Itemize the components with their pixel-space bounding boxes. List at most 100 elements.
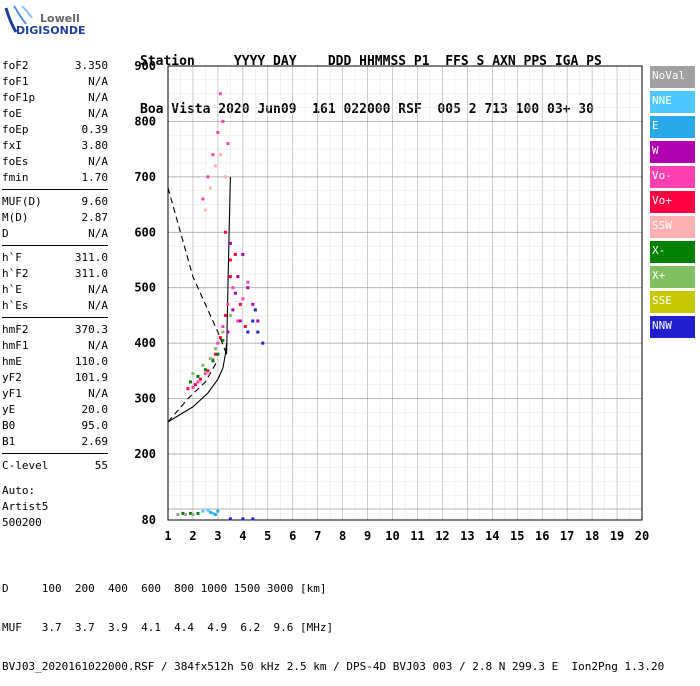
- param-row: hmE 110.0: [2, 354, 108, 370]
- data-point: [218, 336, 222, 340]
- param-value: N/A: [88, 283, 108, 296]
- data-point: [201, 197, 205, 201]
- legend-item-voplus: Vo+: [650, 191, 695, 213]
- x-tick-label: 15: [510, 529, 524, 543]
- data-point: [226, 330, 230, 334]
- param-divider: [2, 453, 108, 454]
- legend-item-vominus: Vo-: [650, 166, 695, 188]
- legend-item-w: W: [650, 141, 695, 163]
- param-row: foF1p N/A: [2, 90, 108, 106]
- param-name: MUF(D): [2, 195, 42, 208]
- param-row: h`F 311.0: [2, 250, 108, 266]
- param-row: M(D) 2.87: [2, 210, 108, 226]
- param-value: 311.0: [74, 251, 108, 264]
- legend: NoVal NNE E W Vo- Vo+ SSW X- X+ SSE NNW: [650, 66, 695, 341]
- x-tick-label: 12: [435, 529, 449, 543]
- data-point: [213, 513, 217, 516]
- y-tick-label: 700: [134, 170, 156, 184]
- data-point: [238, 319, 242, 323]
- data-point: [201, 363, 205, 367]
- param-value: N/A: [88, 107, 108, 120]
- footer-file-info: BVJ03_2020161022000.RSF / 384fx512h 50 k…: [2, 660, 665, 673]
- param-name: yF2: [2, 371, 22, 384]
- param-value: 55: [94, 459, 108, 472]
- data-point: [213, 352, 217, 356]
- param-divider: [2, 317, 108, 318]
- data-point: [206, 369, 210, 373]
- legend-item-nne: NNE: [650, 91, 695, 113]
- data-point: [231, 286, 235, 290]
- param-name: foEp: [2, 123, 29, 136]
- data-point: [196, 511, 200, 515]
- data-point: [206, 175, 210, 179]
- param-value: N/A: [88, 155, 108, 168]
- legend-item-xminus: X-: [650, 241, 695, 263]
- param-name: D: [2, 227, 9, 240]
- x-tick-label: 9: [364, 529, 371, 543]
- data-point: [198, 377, 202, 381]
- x-tick-label: 18: [585, 529, 599, 543]
- data-point: [246, 286, 250, 290]
- param-value: 95.0: [81, 419, 109, 432]
- y-tick-label: 80: [142, 513, 156, 527]
- legend-item-ssw: SSW: [650, 216, 695, 238]
- param-row: foEp 0.39: [2, 122, 108, 138]
- data-point: [218, 92, 222, 96]
- profile-curve: [167, 359, 219, 423]
- param-value: N/A: [88, 91, 108, 104]
- data-point: [251, 319, 255, 323]
- data-point: [201, 509, 205, 513]
- ionogram-chart: 1 2 3 4 5 6 7 8 9 10 11 12 13 14 15 16 17 18 19 20802003004…: [134, 59, 649, 543]
- param-row: foF2 3.350: [2, 58, 108, 74]
- data-point: [191, 385, 195, 389]
- param-name: B1: [2, 435, 16, 448]
- ionospheric-parameters-panel: foF2 3.350 foF1 N/A foF1p N/A foE N/A foEp 0.39 fx…: [2, 58, 108, 474]
- param-row: fxI 3.80: [2, 138, 108, 154]
- data-point: [231, 308, 235, 312]
- legend-item-xplus: X+: [650, 266, 695, 288]
- auto-label: Auto:: [2, 484, 36, 497]
- param-row: h`E N/A: [2, 282, 108, 298]
- param-row: foE N/A: [2, 106, 108, 122]
- x-tick-label: 11: [410, 529, 424, 543]
- param-value: 9.60: [81, 195, 109, 208]
- data-point: [181, 511, 185, 515]
- footer: D 100 200 400 600 800 1000 1500 3000 [km…: [2, 556, 664, 686]
- param-row: B1 2.69: [2, 434, 108, 450]
- station-header: Station YYYY DAY DDD HHMMSS P1 FFS S AXN…: [140, 22, 602, 134]
- param-name: h`Es: [2, 299, 29, 312]
- param-name: foF1: [2, 75, 29, 88]
- param-row: hmF2 370.3: [2, 322, 108, 338]
- param-name: foE: [2, 107, 22, 120]
- header-values: Boa Vista 2020 Jun09 161 022000 RSF 005 …: [140, 102, 594, 117]
- param-name: foF1p: [2, 91, 36, 104]
- y-tick-label: 500: [134, 281, 156, 295]
- param-name: M(D): [2, 211, 29, 224]
- param-row: yF1 N/A: [2, 386, 108, 402]
- param-row: fmin 1.70: [2, 170, 108, 186]
- data-point: [213, 164, 217, 168]
- data-point: [228, 517, 232, 521]
- param-name: fxI: [2, 139, 22, 152]
- param-row: h`Es N/A: [2, 298, 108, 314]
- param-name: C-level: [2, 459, 49, 472]
- data-point: [216, 509, 220, 513]
- legend-item-sse: SSE: [650, 291, 695, 313]
- data-point: [233, 252, 237, 256]
- x-tick-label: 13: [460, 529, 474, 543]
- data-point: [198, 380, 202, 384]
- header-labels: Station YYYY DAY DDD HHMMSS P1 FFS S AXN…: [140, 54, 602, 69]
- data-point: [208, 357, 212, 361]
- x-tick-label: 5: [264, 529, 271, 543]
- data-point: [223, 230, 227, 234]
- param-value: 311.0: [74, 267, 108, 280]
- plot-frame: [167, 65, 643, 521]
- param-value: N/A: [88, 339, 108, 352]
- data-point: [213, 347, 217, 351]
- x-tick-label: 20: [635, 529, 649, 543]
- data-point: [261, 341, 265, 345]
- data-point: [206, 508, 210, 512]
- footer-muf-row: MUF 3.7 3.7 3.9 4.1 4.4 4.9 6.2 9.6 [MHz…: [2, 621, 334, 634]
- data-point: [208, 186, 212, 190]
- data-point: [216, 352, 220, 356]
